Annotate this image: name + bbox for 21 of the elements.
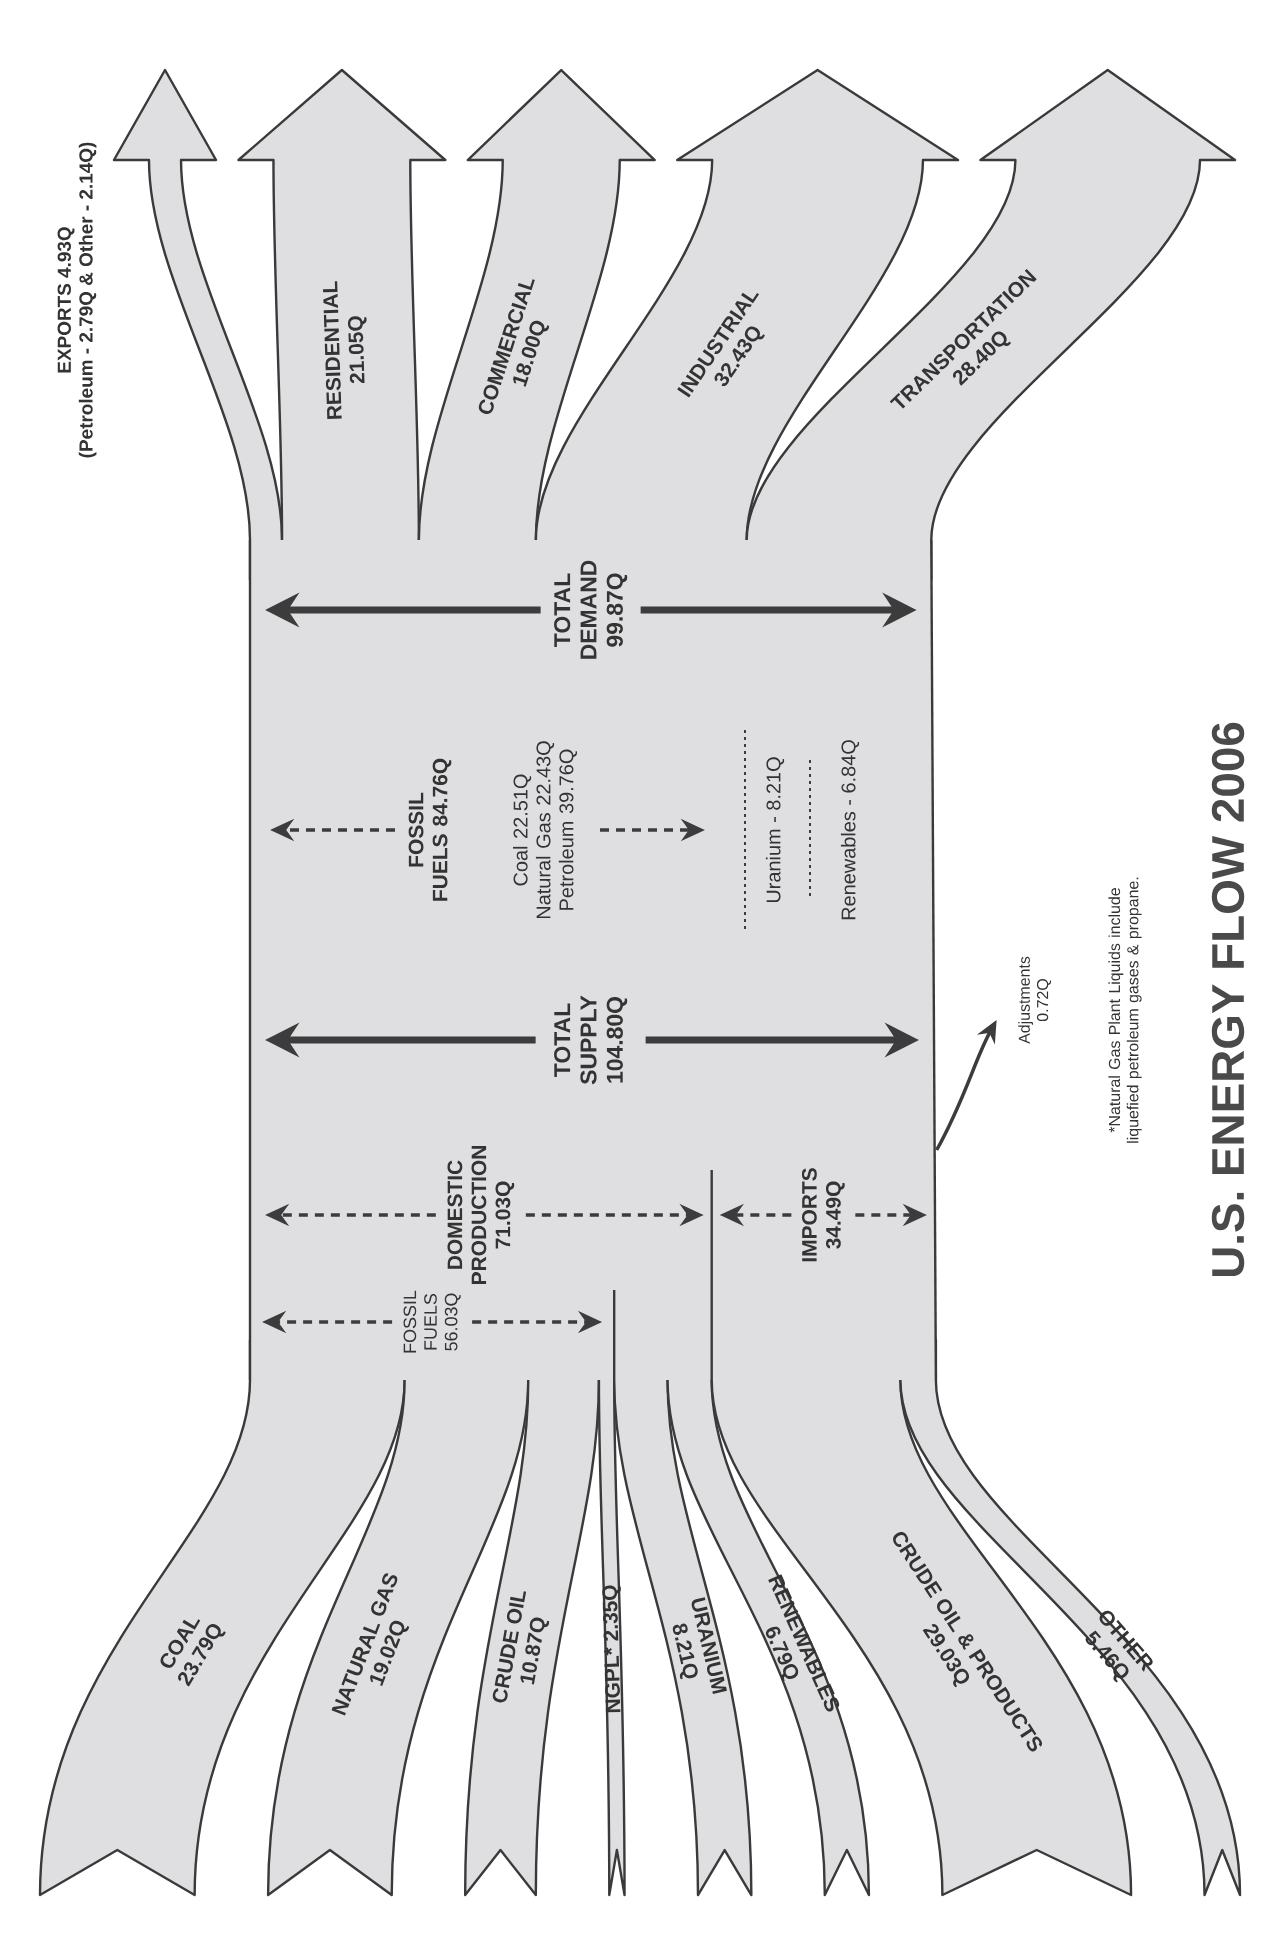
data-label: 21.05Q: [347, 316, 367, 384]
text: (Petroleum - 2.79Q & Other - 2.14Q): [78, 142, 97, 458]
category-label: NGPL*: [604, 1647, 621, 1713]
text: TOTAL SUPPLY 104.80Q: [554, 995, 628, 1085]
text: Uranium - 8.21Q: [765, 757, 785, 903]
text: Adjustments 0.72Q: [1018, 956, 1052, 1044]
category-label: RESIDENTIAL: [323, 281, 342, 419]
text: Renewables - 6.84Q: [840, 740, 860, 920]
data-label: 2.35Q: [602, 1585, 621, 1641]
text: IMPORTS 34.49Q: [801, 1168, 845, 1262]
text: Coal 22.51Q: [512, 774, 532, 886]
text: FOSSIL FUELS 84.76Q: [408, 758, 452, 901]
text: TOTAL DEMAND 99.87Q: [554, 560, 628, 659]
data-label: 4.93Q: [57, 227, 75, 278]
text: *Natural Gas Plant Liquids include liquefied petroleum gases & propane.: [1108, 877, 1142, 1143]
text: DOMESTIC PRODUCTION 71.03Q: [447, 1146, 515, 1284]
text: U.S. ENERGY FLOW 2006: [1211, 722, 1245, 1277]
category-label: EXPORTS: [57, 283, 71, 373]
text: FOSSIL FUELS 56.03Q: [403, 1290, 461, 1353]
text: Natural Gas 22.43Q: [535, 741, 555, 919]
text: Petroleum 39.76Q: [558, 749, 578, 910]
